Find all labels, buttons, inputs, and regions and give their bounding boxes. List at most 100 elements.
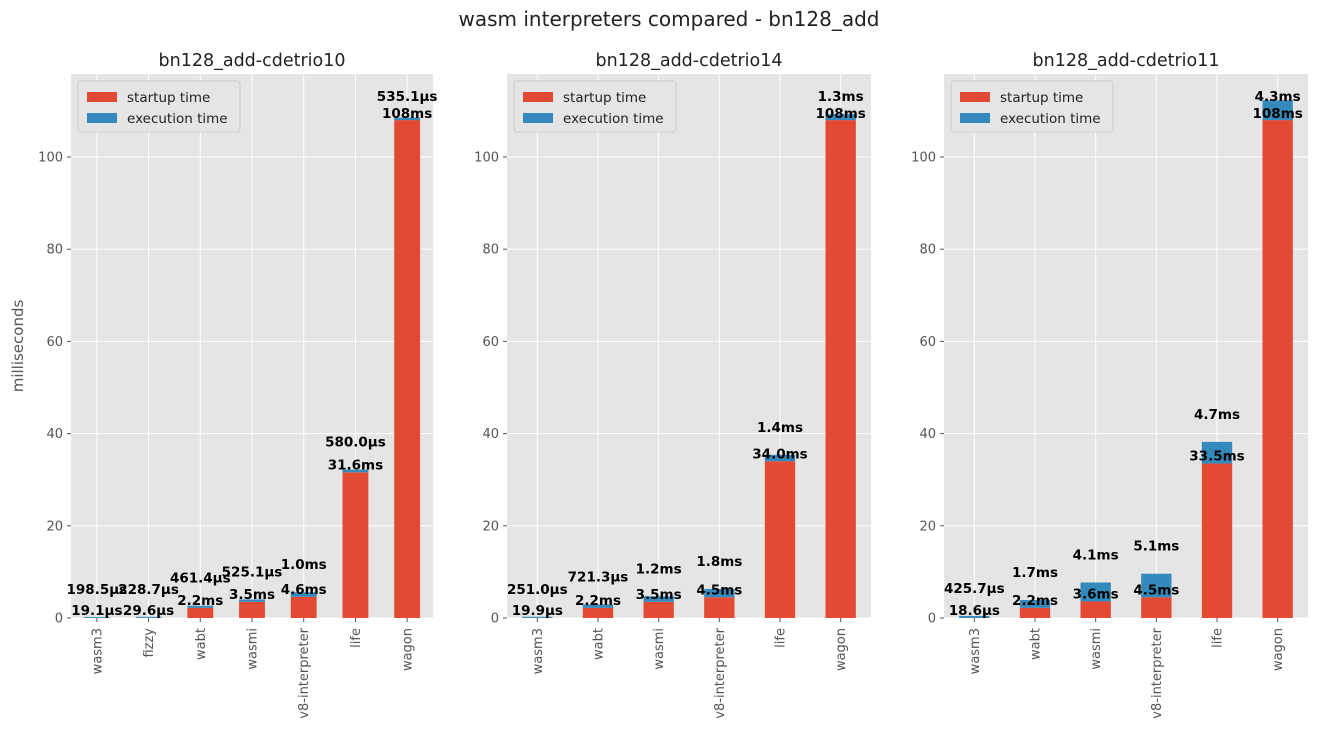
- bar-startup: [825, 120, 856, 619]
- data-label-execution: 5.1ms: [1133, 539, 1179, 555]
- x-tick-label: wabt: [194, 628, 209, 660]
- x-tick-label: wagon: [834, 628, 849, 671]
- data-label-startup: 3.5ms: [636, 587, 682, 603]
- y-tick-label: 60: [919, 335, 936, 350]
- x-tick-label: wabt: [592, 628, 607, 660]
- data-label-execution: 1.3ms: [818, 89, 864, 105]
- data-label-startup: 4.5ms: [696, 582, 742, 598]
- y-tick-label: 0: [55, 612, 63, 627]
- bar-execution: [959, 615, 990, 618]
- data-label-execution: 4.7ms: [1194, 407, 1240, 423]
- data-label-startup: 3.6ms: [1073, 586, 1119, 602]
- legend-swatch-execution: [87, 113, 117, 123]
- bar-startup: [239, 601, 265, 618]
- x-tick-label: life: [774, 628, 789, 648]
- data-label-startup: 19.1µs: [71, 603, 122, 619]
- data-label-execution: 1.4ms: [757, 420, 803, 436]
- data-label-execution: 228.7µs: [118, 582, 179, 598]
- bar-startup: [1080, 601, 1111, 618]
- bar-execution: [290, 592, 317, 597]
- data-label-startup: 108ms: [1253, 106, 1303, 122]
- legend: startup time execution time: [513, 80, 677, 133]
- bar-execution: [764, 454, 796, 462]
- data-label-startup: 108ms: [382, 106, 432, 122]
- y-tick-label: 40: [46, 427, 63, 442]
- chart-title: bn128_add-cdetrio11: [1033, 51, 1220, 71]
- plot-area: [507, 74, 871, 618]
- bar-execution: [342, 469, 369, 473]
- data-label-startup: 3.5ms: [229, 587, 275, 603]
- y-tick-label: 80: [46, 243, 63, 258]
- data-label-execution: 1.7ms: [1012, 565, 1058, 581]
- legend-swatch-startup: [523, 92, 553, 102]
- y-axis-label: milliseconds: [9, 300, 27, 393]
- x-tick-label: v8-interpreter: [713, 627, 728, 718]
- bar-execution: [1141, 573, 1172, 598]
- data-label-execution: 251.0µs: [507, 582, 568, 598]
- data-label-execution: 461.4µs: [170, 571, 231, 587]
- y-tick-label: 20: [919, 519, 936, 534]
- data-label-startup: 4.5ms: [1133, 582, 1179, 598]
- y-tick-label: 100: [474, 150, 499, 165]
- bar-execution: [522, 616, 553, 618]
- x-tick-label: wasmi: [246, 628, 261, 670]
- data-label-execution: 580.0µs: [325, 435, 386, 451]
- bar-execution: [1201, 441, 1233, 464]
- bar-startup: [764, 461, 796, 618]
- data-label-startup: 2.2ms: [575, 593, 621, 609]
- data-label-execution: 4.1ms: [1073, 548, 1119, 564]
- bar-startup: [643, 601, 674, 618]
- chart-panel-1: 0 20 40 60 80 100 19.1µs 198.5µs wasm3 29.6µs 228.…: [9, 51, 437, 719]
- data-label-startup: 34.0ms: [752, 446, 807, 462]
- bar-execution: [239, 599, 265, 602]
- data-label-startup: 4.6ms: [281, 582, 327, 598]
- x-tick-label: wasm3: [90, 628, 105, 674]
- x-tick-label: v8-interpreter: [297, 627, 312, 718]
- x-tick-label: life: [1211, 628, 1226, 648]
- bar-execution: [83, 616, 110, 618]
- data-label-startup: 2.2ms: [177, 593, 223, 609]
- x-tick-label: wasm3: [968, 628, 983, 674]
- data-label-execution: 535.1µs: [377, 89, 438, 105]
- bar-execution: [704, 588, 735, 598]
- x-tick-label: wasm3: [531, 628, 546, 674]
- bar-execution: [825, 114, 856, 121]
- data-label-execution: 1.0ms: [281, 557, 327, 573]
- legend-box: [513, 80, 677, 133]
- x-tick-label: fizzy: [142, 628, 157, 658]
- data-label-startup: 33.5ms: [1189, 449, 1244, 465]
- chart-panel-2: 0 20 40 60 80 100 19.9µs 251.0µs wasm3 2.2ms 721.3…: [474, 51, 871, 719]
- data-label-execution: 4.3ms: [1255, 89, 1301, 105]
- data-label-execution: 1.8ms: [696, 554, 742, 570]
- legend-label-execution: execution time: [563, 111, 664, 127]
- data-label-execution: 525.1µs: [222, 564, 283, 580]
- y-tick-label: 80: [919, 243, 936, 258]
- legend-label-startup: startup time: [1000, 90, 1083, 106]
- legend-swatch-execution: [960, 113, 990, 123]
- bar-startup: [290, 596, 317, 618]
- data-label-startup: 108ms: [816, 106, 866, 122]
- x-tick-label: wasmi: [652, 628, 667, 670]
- bar-startup: [582, 607, 614, 618]
- data-label-execution: 1.2ms: [636, 561, 682, 577]
- chart-title: bn128_add-cdetrio10: [159, 51, 346, 71]
- legend-swatch-execution: [523, 113, 553, 123]
- data-label-startup: 31.6ms: [328, 457, 383, 473]
- legend-label-execution: execution time: [1000, 111, 1101, 127]
- data-label-execution: 721.3µs: [568, 570, 629, 586]
- legend-box: [77, 80, 241, 133]
- bar-startup: [704, 597, 735, 618]
- bar-startup: [1019, 607, 1051, 618]
- legend: startup time execution time: [950, 80, 1114, 133]
- x-tick-label: life: [349, 628, 364, 648]
- legend-box: [950, 80, 1114, 133]
- bar-startup: [342, 472, 369, 618]
- legend-swatch-startup: [87, 92, 117, 102]
- bar-startup: [187, 607, 214, 618]
- y-tick-label: 0: [928, 612, 936, 627]
- y-tick-label: 100: [911, 150, 936, 165]
- x-tick-label: wasmi: [1089, 628, 1104, 670]
- panels: 0 20 40 60 80 100 19.1µs 198.5µs wasm3 29.6µs 228.…: [9, 51, 1308, 719]
- bar-startup: [1141, 597, 1172, 618]
